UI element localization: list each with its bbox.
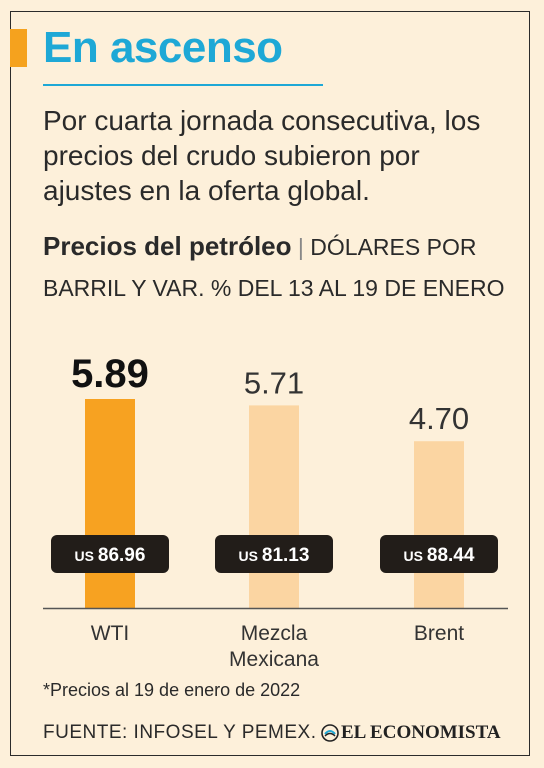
el-economista-logo-text: EL ECONOMISTA bbox=[341, 722, 501, 743]
bar-3 bbox=[414, 441, 464, 608]
price-badge-3 bbox=[380, 535, 498, 573]
price-value-2: 81.13 bbox=[262, 545, 310, 566]
title-underline bbox=[43, 84, 323, 86]
chart-heading: Precios del petróleo | Dólares por barri… bbox=[43, 226, 513, 309]
price-value-3: 88.44 bbox=[427, 545, 475, 566]
price-badge-1 bbox=[51, 535, 169, 573]
price-currency-3: US bbox=[404, 548, 427, 564]
price-label-3: US 88.44 bbox=[404, 545, 475, 566]
source-text: FUENTE: INFOSEL Y PEMEX. bbox=[43, 722, 317, 743]
chart-title-separator: | bbox=[297, 234, 304, 260]
category-label-2-line-2: Mexicana bbox=[229, 648, 319, 671]
price-badge-2 bbox=[215, 535, 333, 573]
intro-text: Por cuarta jornada consecutiva, los prec… bbox=[43, 105, 481, 206]
value-label-2: 5.71 bbox=[244, 365, 304, 400]
price-currency-1: US bbox=[75, 548, 98, 564]
chart-title: Precios del petróleo bbox=[43, 231, 292, 261]
accent-bar bbox=[10, 29, 27, 67]
price-label-1: US 86.96 bbox=[75, 545, 146, 566]
category-label-3: Brent bbox=[414, 622, 464, 645]
value-label-3: 4.70 bbox=[409, 401, 469, 436]
price-currency-2: US bbox=[239, 548, 262, 564]
category-label-1: WTI bbox=[91, 622, 129, 645]
price-value-1: 86.96 bbox=[98, 545, 146, 566]
el-economista-logo-icon bbox=[321, 724, 339, 742]
page-title: En ascenso bbox=[43, 23, 283, 72]
category-label-2-line-1: Mezcla bbox=[241, 622, 308, 645]
bar-2 bbox=[249, 405, 299, 608]
footnote: *Precios al 19 de enero de 2022 bbox=[43, 680, 301, 700]
value-label-1: 5.89 bbox=[71, 352, 149, 396]
bar-1 bbox=[85, 399, 135, 608]
chart-subtitle: Dólares por barril y var. % del 13 al 19… bbox=[43, 234, 505, 301]
source-row: FUENTE: INFOSEL Y PEMEX. EL ECONOMISTA bbox=[43, 718, 503, 748]
frame bbox=[10, 11, 530, 756]
price-label-2: US 81.13 bbox=[239, 545, 310, 566]
